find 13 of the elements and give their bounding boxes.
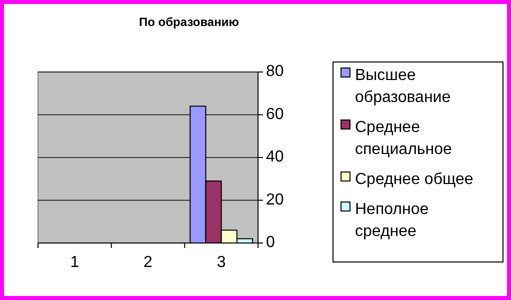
x-tick-label: 2 [144,254,153,271]
legend-label: Среднее общее [355,171,474,188]
y-tick-label: 80 [266,63,284,80]
x-tick-label: 1 [70,254,80,271]
chart-title: По образованию [139,15,239,29]
legend-label: Высшее образование [355,67,451,106]
y-tick-label: 0 [266,234,275,252]
y-tick-label: 20 [266,191,284,208]
legend-label: Неполное среднее [355,201,429,240]
legend-label: Среднее специальное [355,119,452,158]
x-tick-label: 3 [216,254,226,271]
y-tick-label: 60 [266,106,284,123]
y-tick-label: 40 [266,148,284,166]
